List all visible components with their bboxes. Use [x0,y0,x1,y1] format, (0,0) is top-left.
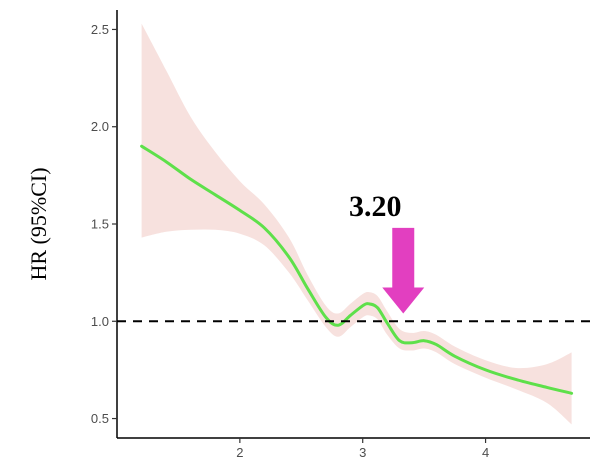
y-tick-label: 0.5 [91,411,109,426]
hr-curve [140,144,574,395]
y-tick-label: 2.5 [91,22,109,37]
x-tick-label: 4 [482,445,489,460]
y-tick-label: 1.0 [91,314,109,329]
x-tick-label: 2 [236,445,243,460]
annotation-label: 3.20 [349,190,402,223]
annotation-arrow [382,227,425,314]
y-tick-label: 1.5 [91,217,109,232]
y-axis-title: HR (95%CI) [26,167,51,280]
y-tick-label: 2.0 [91,119,109,134]
plot-area: 3.20 [117,23,590,425]
axes: 0.5 1.0 1.5 2.0 2.5 2 3 4 HR (95%CI) [26,10,590,460]
confidence-band [141,23,572,425]
x-tick-label: 3 [359,445,366,460]
